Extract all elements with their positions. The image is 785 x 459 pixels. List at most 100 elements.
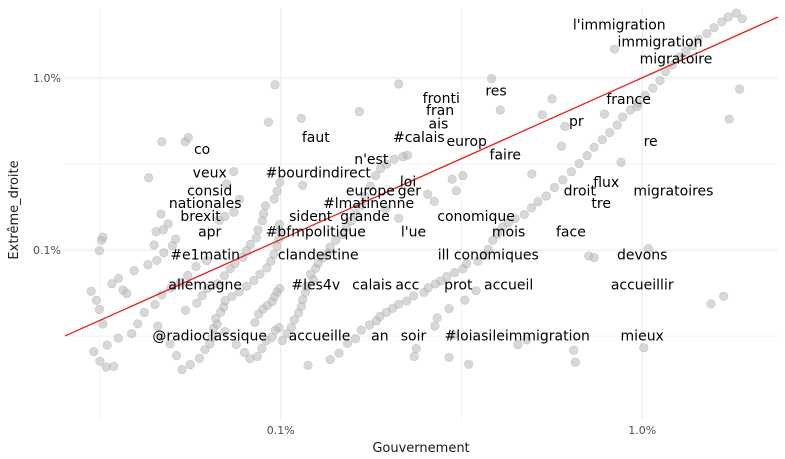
data-point — [533, 197, 543, 207]
word-label: prot — [444, 278, 473, 294]
data-point — [259, 208, 269, 219]
data-point — [269, 249, 279, 259]
data-point — [503, 218, 513, 228]
data-point — [194, 353, 205, 363]
data-point — [200, 345, 210, 355]
word-label: @radioclassique — [152, 328, 267, 344]
data-point — [177, 365, 187, 375]
data-point — [325, 355, 335, 365]
data-point — [381, 307, 391, 317]
data-point — [389, 154, 399, 164]
data-point — [289, 315, 299, 325]
data-point — [447, 174, 457, 184]
data-point — [102, 340, 112, 350]
word-label: veux — [193, 166, 227, 182]
data-point — [98, 232, 108, 242]
data-point — [220, 295, 230, 306]
data-point — [274, 219, 285, 230]
word-label: migratoire — [640, 51, 713, 67]
data-point — [325, 242, 335, 252]
data-point — [212, 279, 222, 289]
data-point — [95, 356, 105, 366]
word-label: nationales — [169, 196, 242, 212]
data-point — [183, 270, 193, 281]
word-label: fran — [426, 103, 454, 119]
data-point — [510, 214, 520, 224]
data-point — [709, 23, 719, 33]
x-tick-label: 1.0% — [628, 424, 656, 437]
data-point — [719, 291, 729, 301]
data-point — [263, 117, 274, 127]
word-label: #bfmpolitique — [266, 225, 366, 241]
word-label: fronti — [423, 91, 460, 107]
data-point — [158, 225, 168, 235]
word-label: calais — [352, 278, 392, 294]
data-point — [462, 259, 472, 269]
data-point — [227, 291, 237, 301]
data-point — [402, 296, 412, 306]
word-label: #loiasileimmigration — [444, 328, 589, 344]
data-point — [702, 29, 712, 39]
data-point — [94, 245, 105, 256]
word-label: pr — [569, 114, 584, 130]
data-point — [460, 295, 470, 305]
data-point — [560, 121, 570, 132]
data-point — [122, 288, 132, 299]
word-label: droit — [564, 183, 597, 199]
data-point — [388, 303, 398, 313]
data-point — [180, 305, 191, 315]
data-point — [302, 281, 312, 291]
data-point — [113, 333, 123, 343]
data-point — [114, 273, 124, 283]
data-point — [346, 216, 357, 226]
data-point — [735, 84, 745, 94]
data-point — [471, 286, 481, 296]
data-point — [222, 179, 232, 189]
data-point — [566, 167, 577, 177]
data-point — [262, 263, 272, 273]
data-point — [250, 317, 260, 328]
data-point — [436, 276, 446, 286]
data-point — [234, 194, 245, 205]
word-label: an — [371, 328, 388, 344]
data-point — [183, 132, 193, 143]
data-point — [394, 79, 404, 89]
data-point — [341, 222, 352, 232]
word-label: mieux — [621, 328, 664, 344]
data-point — [156, 209, 166, 219]
data-point — [260, 201, 271, 211]
data-point — [522, 335, 532, 345]
word-label: ill conomiques — [438, 248, 539, 264]
data-point — [648, 83, 658, 93]
data-point — [558, 175, 568, 185]
data-point — [242, 281, 252, 291]
word-label: europe — [346, 183, 395, 199]
data-point — [458, 170, 468, 181]
data-point — [643, 244, 653, 254]
x-axis-title: Gouvernement — [372, 441, 469, 456]
data-point — [681, 46, 691, 56]
data-point — [640, 90, 650, 101]
word-label: n'est — [354, 152, 389, 168]
data-point — [185, 360, 195, 370]
word-label: soir — [401, 328, 427, 344]
data-point — [275, 283, 285, 294]
data-point — [144, 173, 154, 183]
data-point — [616, 157, 626, 167]
data-point — [282, 329, 292, 339]
data-point — [569, 345, 579, 355]
data-point — [442, 271, 452, 282]
data-point — [365, 181, 375, 191]
word-label: grande — [340, 209, 390, 225]
word-label: conomique — [437, 209, 515, 225]
data-point — [473, 256, 483, 266]
data-point — [251, 233, 261, 243]
data-point — [350, 208, 361, 218]
data-point — [423, 283, 433, 293]
data-point — [464, 359, 474, 369]
data-point — [492, 229, 503, 239]
data-point — [609, 44, 620, 54]
x-tick-label: 0.1% — [267, 424, 295, 437]
data-point — [214, 215, 224, 225]
